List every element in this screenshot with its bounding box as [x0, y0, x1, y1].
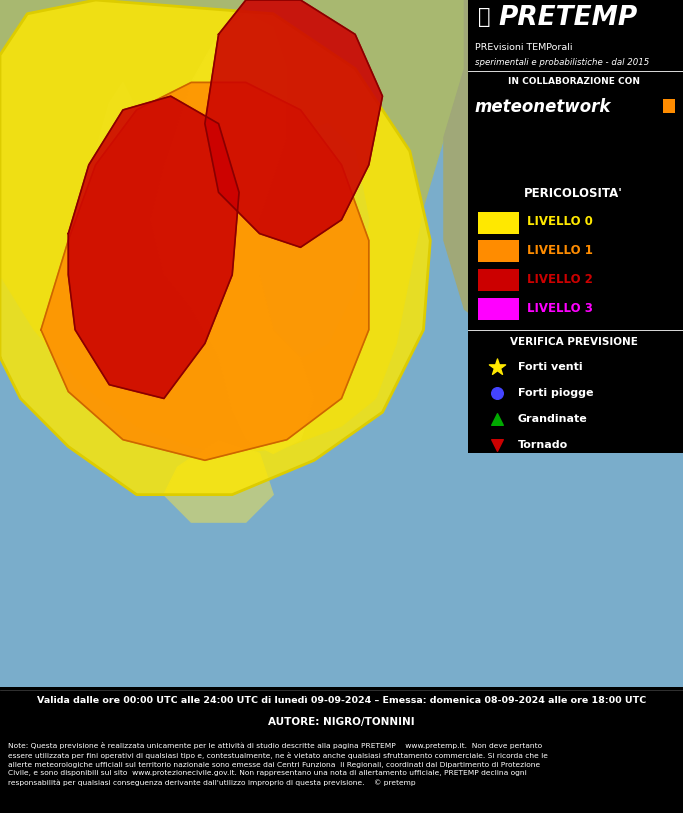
Polygon shape — [41, 82, 369, 460]
Polygon shape — [82, 193, 137, 330]
Point — [492, 360, 503, 373]
Polygon shape — [68, 96, 239, 398]
Polygon shape — [164, 440, 273, 522]
Text: sperimentali e probabilistiche - dal 2015: sperimentali e probabilistiche - dal 201… — [475, 58, 649, 67]
Text: Tornado: Tornado — [518, 440, 568, 450]
Text: Forti piogge: Forti piogge — [518, 388, 594, 398]
Text: 🌪: 🌪 — [478, 7, 490, 27]
Text: AUTORE: NIGRO/TONNINI: AUTORE: NIGRO/TONNINI — [268, 717, 415, 728]
FancyBboxPatch shape — [468, 0, 683, 117]
Polygon shape — [260, 124, 369, 357]
Point — [492, 386, 503, 399]
Polygon shape — [0, 289, 683, 687]
Text: LIVELLO 0: LIVELLO 0 — [527, 215, 593, 228]
FancyBboxPatch shape — [478, 298, 519, 320]
Text: LIVELLO 2: LIVELLO 2 — [527, 273, 593, 286]
FancyBboxPatch shape — [478, 211, 519, 233]
Text: PREvisioni TEMPorali: PREvisioni TEMPorali — [475, 42, 572, 51]
Text: Note: Questa previsione è realizzata unicamente per le attività di studio descri: Note: Questa previsione è realizzata uni… — [8, 742, 548, 786]
Text: Grandinate: Grandinate — [518, 414, 587, 424]
FancyBboxPatch shape — [478, 241, 519, 263]
Polygon shape — [0, 0, 464, 454]
Text: LIVELLO 3: LIVELLO 3 — [527, 302, 593, 315]
Text: Valida dalle ore 00:00 UTC alle 24:00 UTC di lunedì 09-09-2024 – Emessa: domenic: Valida dalle ore 00:00 UTC alle 24:00 UT… — [37, 696, 646, 705]
Polygon shape — [205, 0, 382, 247]
Text: LIVELLO 1: LIVELLO 1 — [527, 244, 593, 257]
Text: PERICOLOSITA': PERICOLOSITA' — [525, 187, 623, 200]
Polygon shape — [444, 0, 683, 330]
FancyBboxPatch shape — [468, 117, 683, 179]
FancyBboxPatch shape — [468, 179, 683, 454]
FancyBboxPatch shape — [478, 269, 519, 291]
Polygon shape — [150, 14, 314, 454]
Point — [492, 412, 503, 425]
Text: PRETEMP: PRETEMP — [499, 5, 638, 31]
Text: meteonetwork: meteonetwork — [475, 98, 611, 115]
Polygon shape — [96, 82, 137, 179]
Text: IN COLLABORAZIONE CON: IN COLLABORAZIONE CON — [507, 77, 640, 86]
FancyBboxPatch shape — [663, 99, 675, 113]
Polygon shape — [0, 0, 683, 687]
Text: Forti venti: Forti venti — [518, 362, 583, 372]
Point — [492, 439, 503, 452]
Polygon shape — [0, 0, 430, 494]
Text: VERIFICA PREVISIONE: VERIFICA PREVISIONE — [510, 337, 638, 346]
